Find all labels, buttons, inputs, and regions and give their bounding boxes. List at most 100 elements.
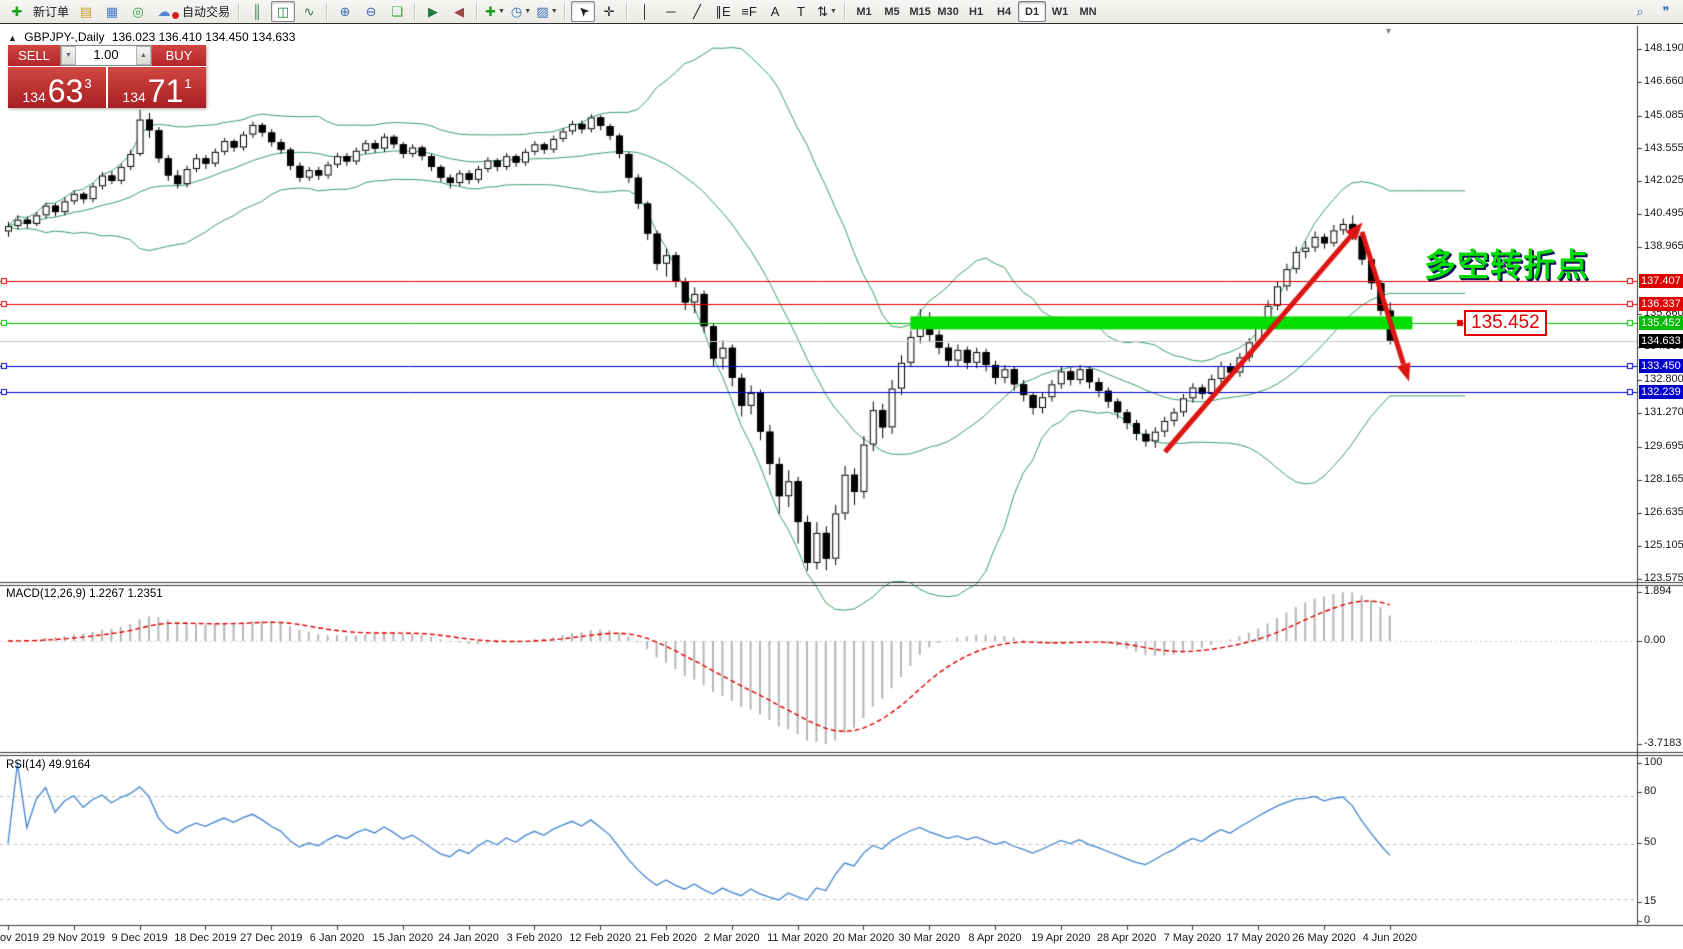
buy-price-pips: 71 bbox=[147, 73, 184, 110]
templates-button: ▨ bbox=[536, 4, 549, 19]
timeframe-button-h4[interactable]: H4 bbox=[997, 5, 1012, 18]
buy-price-big-figure: 134 bbox=[122, 89, 146, 105]
chart-shift-icon[interactable]: ◀ bbox=[447, 1, 471, 22]
autotrading-button-label[interactable]: 自动交易 bbox=[182, 5, 231, 19]
candlestick-chart-icon[interactable]: ◫ bbox=[271, 1, 296, 22]
trendline-button[interactable]: ╱ bbox=[685, 1, 709, 22]
periods-button: ◷ bbox=[510, 4, 523, 19]
volume-decrease-button[interactable]: ▼ bbox=[61, 46, 76, 65]
shapes-button[interactable]: ⇅ ▼ bbox=[815, 1, 839, 22]
right-shift-marker-icon[interactable]: ▼ bbox=[1384, 26, 1393, 36]
rsi-value: 49.9164 bbox=[48, 759, 91, 771]
toolbar-separator bbox=[238, 2, 241, 21]
timeframe-button-w1[interactable]: W1 bbox=[1051, 5, 1069, 18]
signals-icon[interactable]: ◎ bbox=[126, 1, 150, 22]
equidistant-channel-button: ∥E bbox=[715, 4, 731, 19]
timeframe-button-m15[interactable]: M15 bbox=[909, 5, 931, 18]
rsi-indicator-title: RSI(14) 49.9164 bbox=[6, 759, 90, 771]
timeframe-button-m30[interactable]: M30 bbox=[937, 5, 959, 18]
autotrading-button: ☁ bbox=[157, 4, 171, 19]
equidistant-channel-button[interactable]: ∥E bbox=[711, 1, 735, 22]
buy-price-point: 1 bbox=[184, 76, 192, 91]
symbol-period-label: GBPJPY-,Daily bbox=[24, 30, 105, 44]
chevron-down-icon[interactable]: ▼ bbox=[524, 8, 532, 15]
chart-title-bar: ▲ GBPJPY-,Daily 136.023 136.410 134.450 … bbox=[8, 30, 295, 44]
timeframe-button-m1[interactable]: M1 bbox=[856, 5, 872, 18]
crosshair-button: ✛ bbox=[603, 4, 615, 19]
vertical-line-button: │ bbox=[640, 4, 650, 19]
chart-canvas[interactable] bbox=[0, 25, 1683, 949]
new-chart-icon[interactable]: ▦ bbox=[100, 1, 124, 22]
zoom-out-icon: ⊖ bbox=[365, 4, 377, 19]
timeframe-button-m5[interactable]: M5 bbox=[884, 5, 900, 18]
sell-price-point: 3 bbox=[84, 76, 92, 91]
fibonacci-button[interactable]: ≡F bbox=[737, 1, 761, 22]
profiles-icon[interactable]: ▤ bbox=[74, 1, 98, 22]
new-order-button-label[interactable]: 新订单 bbox=[33, 5, 70, 19]
ohlc-values-label: 136.023 136.410 134.450 134.633 bbox=[111, 30, 296, 44]
text-label-button: T bbox=[797, 4, 805, 19]
text-button[interactable]: A bbox=[763, 1, 787, 22]
tile-windows-icon[interactable]: ❏ bbox=[385, 1, 409, 22]
autotrading-status-dot bbox=[172, 12, 180, 19]
chevron-down-icon[interactable]: ▼ bbox=[830, 8, 837, 15]
chat-icon[interactable]: ❞ bbox=[1654, 1, 1678, 22]
sell-price-button[interactable]: 134 63 3 bbox=[8, 67, 106, 108]
sell-button[interactable]: SELL bbox=[8, 45, 60, 66]
horizontal-line-button: ─ bbox=[666, 4, 676, 19]
zoom-in-icon: ⊕ bbox=[339, 4, 351, 19]
new-order-button: ✚ bbox=[11, 4, 23, 19]
buy-button[interactable]: BUY bbox=[152, 45, 206, 66]
buy-price-button[interactable]: 134 71 1 bbox=[108, 67, 206, 108]
line-chart-icon[interactable]: ∿ bbox=[297, 1, 321, 22]
shapes-button: ⇅ bbox=[817, 4, 829, 19]
bar-chart-icon[interactable]: ║ bbox=[245, 1, 269, 22]
cursor-button[interactable]: ➤ bbox=[571, 1, 596, 22]
autotrading-button[interactable]: ☁ bbox=[152, 1, 176, 22]
new-chart-icon: ▦ bbox=[105, 4, 119, 19]
new-order-button[interactable]: ✚ bbox=[5, 1, 29, 22]
indicators-button: ✚ bbox=[485, 4, 497, 19]
text-label-button[interactable]: T bbox=[789, 1, 813, 22]
auto-scroll-icon: ▶ bbox=[428, 4, 439, 19]
templates-button[interactable]: ▨ ▼ bbox=[535, 1, 559, 22]
signals-icon: ◎ bbox=[132, 4, 144, 19]
periods-button[interactable]: ◷ ▼ bbox=[509, 1, 533, 22]
toolbar-right-group: ⌕ ❞ bbox=[1627, 1, 1679, 22]
chevron-down-icon[interactable]: ▼ bbox=[498, 8, 505, 15]
timeframe-button-d1[interactable]: D1 bbox=[1018, 1, 1047, 22]
timeframe-button-mn[interactable]: MN bbox=[1079, 5, 1097, 18]
search-icon: ⌕ bbox=[1636, 4, 1644, 19]
macd-values: 1.2267 1.2351 bbox=[89, 588, 163, 600]
sell-price-big-figure: 134 bbox=[22, 89, 46, 105]
fibonacci-button: ≡F bbox=[741, 4, 757, 19]
line-chart-icon: ∿ bbox=[303, 4, 315, 19]
trend-note-annotation[interactable]: 多空转折点 bbox=[1424, 247, 1590, 283]
collapse-panel-icon[interactable]: ▲ bbox=[8, 33, 17, 43]
zoom-in-icon[interactable]: ⊕ bbox=[333, 1, 357, 22]
chat-icon: ❞ bbox=[1662, 4, 1670, 19]
toolbar: ✚ 新订单 ▤ ▦ ◎ ☁ 自动交易 ║ ◫ ∿ ⊕ ⊖ ❏ ▶ ◀ ✚ ▼ ◷ ▼ ▨ ▼ ➤ ✛ │ ─ ╱ ∥E ≡F A T ⇅ ▼ M… bbox=[0, 0, 1683, 24]
macd-label: MACD(12,26,9) bbox=[6, 588, 86, 600]
zoom-out-icon[interactable]: ⊖ bbox=[359, 1, 383, 22]
horizontal-line-button[interactable]: ─ bbox=[659, 1, 683, 22]
bar-chart-icon: ║ bbox=[252, 4, 262, 19]
candlestick-chart-icon: ◫ bbox=[276, 4, 290, 19]
indicators-button[interactable]: ✚ ▼ bbox=[483, 1, 507, 22]
crosshair-button[interactable]: ✛ bbox=[597, 1, 621, 22]
toolbar-separator bbox=[326, 2, 329, 21]
search-icon[interactable]: ⌕ bbox=[1628, 1, 1652, 22]
volume-value[interactable]: 1.00 bbox=[93, 47, 119, 62]
macd-indicator-title: MACD(12,26,9) 1.2267 1.2351 bbox=[6, 588, 163, 600]
toolbar-separator bbox=[844, 2, 847, 21]
vertical-line-button[interactable]: │ bbox=[633, 1, 657, 22]
sell-price-pips: 63 bbox=[47, 73, 84, 110]
profiles-icon: ▤ bbox=[79, 4, 93, 19]
timeframe-button-h1[interactable]: H1 bbox=[969, 5, 984, 18]
price-level-tag[interactable]: 135.452 bbox=[1464, 310, 1547, 336]
chevron-down-icon[interactable]: ▼ bbox=[550, 8, 558, 15]
trendline-button: ╱ bbox=[693, 4, 701, 19]
volume-increase-button[interactable]: ▲ bbox=[136, 46, 151, 65]
auto-scroll-icon[interactable]: ▶ bbox=[421, 1, 445, 22]
tile-windows-icon: ❏ bbox=[391, 4, 403, 19]
